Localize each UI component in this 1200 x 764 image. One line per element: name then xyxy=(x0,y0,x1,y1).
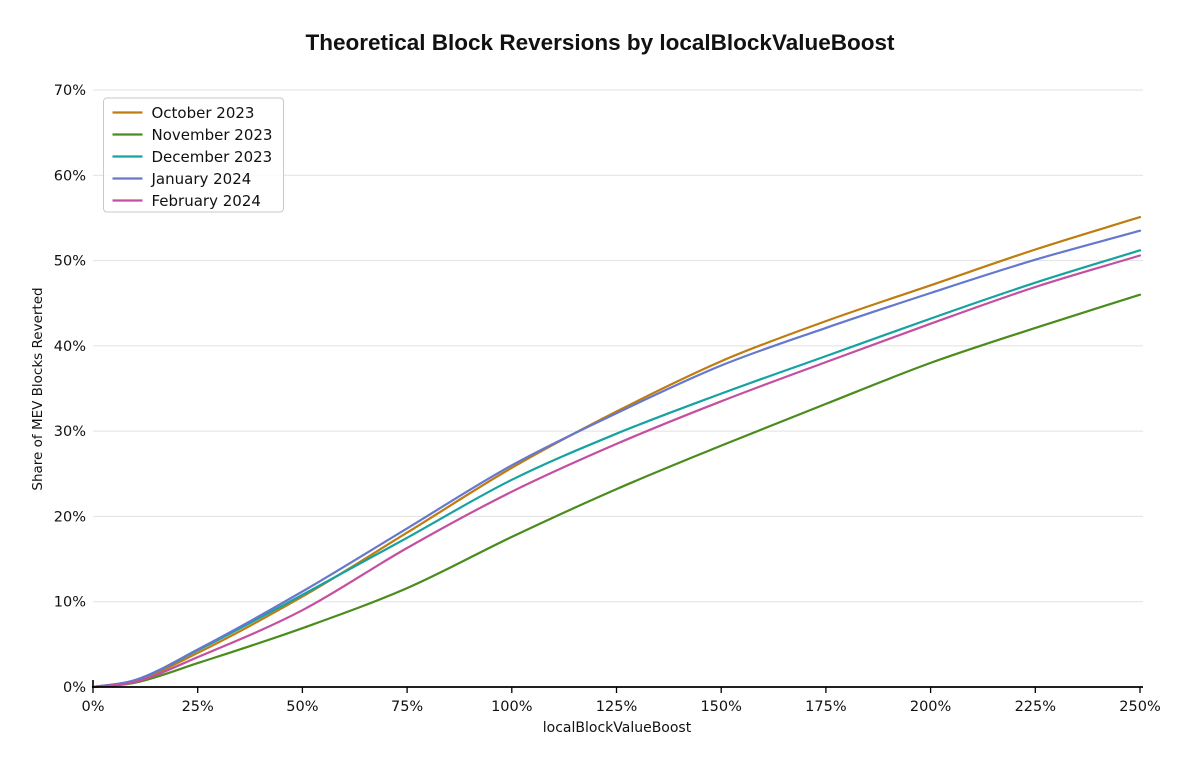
x-tick-label: 100% xyxy=(491,699,532,715)
x-tick-label: 250% xyxy=(1119,699,1160,715)
y-tick-label: 70% xyxy=(54,83,86,99)
y-tick-label: 10% xyxy=(54,595,86,611)
x-tick-label: 175% xyxy=(805,699,846,715)
x-tick-label: 225% xyxy=(1015,699,1056,715)
series-lines xyxy=(91,216,1142,689)
x-axis-label: localBlockValueBoost xyxy=(543,720,692,736)
legend-item: November 2023 xyxy=(112,126,273,144)
chart-title: Theoretical Block Reversions by localBlo… xyxy=(306,30,895,55)
axes xyxy=(92,680,1143,693)
series-line-november-2023 xyxy=(91,293,1142,689)
x-tick-label: 150% xyxy=(700,699,741,715)
legend-box xyxy=(103,97,284,213)
legend-item: January 2024 xyxy=(112,170,252,188)
legend-item: December 2023 xyxy=(112,148,273,166)
series-line-january-2024 xyxy=(91,229,1142,689)
legend-label: January 2024 xyxy=(151,170,252,188)
legend-label: February 2024 xyxy=(152,192,261,210)
y-axis-label: Share of MEV Blocks Reverted xyxy=(30,287,46,490)
x-tick-labels: 0% 25% 50% 75% 100% 125% 150% 175% 200% 225% 250% xyxy=(81,699,1160,715)
y-tick-label: 30% xyxy=(54,424,86,440)
legend-item: February 2024 xyxy=(112,192,261,210)
x-tick-label: 50% xyxy=(286,699,318,715)
y-tick-label: 0% xyxy=(63,680,86,696)
y-tick-label: 20% xyxy=(54,509,86,525)
series-line-october-2023 xyxy=(91,216,1142,689)
x-tick-label: 200% xyxy=(910,699,951,715)
legend-label: December 2023 xyxy=(152,148,273,166)
legend-item: October 2023 xyxy=(112,104,255,122)
x-tick-label: 25% xyxy=(182,699,214,715)
x-tick-label: 75% xyxy=(391,699,423,715)
y-tick-label: 50% xyxy=(54,254,86,270)
legend-label: November 2023 xyxy=(152,126,273,144)
x-tick-label: 125% xyxy=(596,699,637,715)
x-tick-label: 0% xyxy=(81,699,104,715)
legend-label: October 2023 xyxy=(152,104,255,122)
y-tick-label: 60% xyxy=(54,168,86,184)
y-tick-labels: 0% 10% 20% 30% 40% 50% 60% 70% xyxy=(54,83,86,696)
legend: October 2023 November 2023 December 2023 Ja… xyxy=(103,97,284,213)
y-tick-label: 40% xyxy=(54,339,86,355)
series-line-february-2024 xyxy=(91,254,1142,689)
